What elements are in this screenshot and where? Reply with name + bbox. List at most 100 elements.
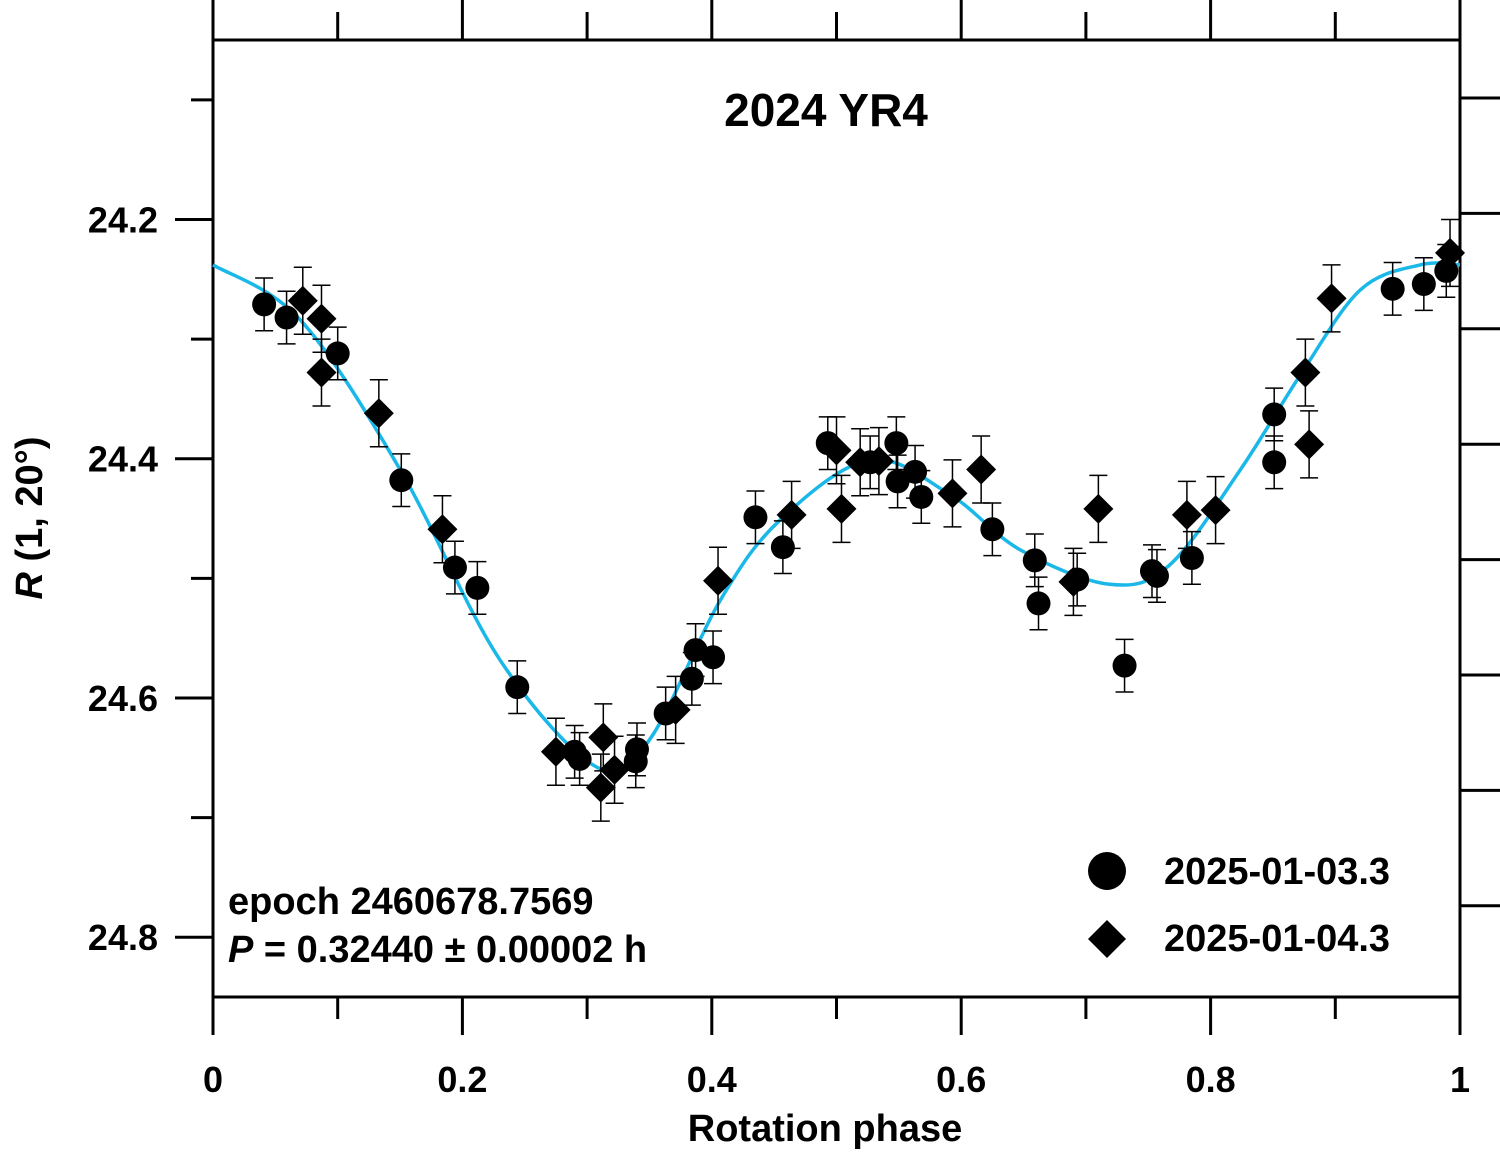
circle-marker xyxy=(1026,591,1051,616)
diamond-marker xyxy=(585,772,616,803)
circle-marker xyxy=(679,666,704,691)
data-point-circle xyxy=(252,277,277,332)
circle-marker xyxy=(903,459,928,484)
legend-label-series-1: 2025-01-03.3 xyxy=(1164,851,1390,893)
data-point-circle xyxy=(1179,530,1204,586)
circle-marker xyxy=(885,469,910,494)
data-point-diamond xyxy=(966,435,997,504)
circle-marker xyxy=(1262,402,1287,427)
diamond-marker xyxy=(588,722,619,753)
circle-marker xyxy=(884,431,909,456)
diamond-marker xyxy=(306,357,337,388)
circle-marker xyxy=(909,484,934,509)
data-points xyxy=(252,218,1466,822)
data-point-diamond xyxy=(287,266,318,336)
y-tick-label: 24.4 xyxy=(88,439,158,480)
x-tick-label: 0.2 xyxy=(437,1059,487,1100)
circle-marker xyxy=(465,575,490,600)
data-point-diamond xyxy=(821,416,852,485)
data-point-diamond xyxy=(540,717,571,787)
diamond-marker xyxy=(937,478,968,509)
data-point-diamond xyxy=(1294,410,1325,479)
diamond-marker xyxy=(306,303,337,334)
diamond-marker xyxy=(1316,283,1347,314)
circle-marker xyxy=(980,517,1005,542)
data-point-diamond xyxy=(588,703,619,772)
circle-marker xyxy=(325,341,350,366)
circle-marker xyxy=(770,535,795,560)
x-axis-label: Rotation phase xyxy=(688,1108,962,1150)
y-axis-label-rest: (1, 20°) xyxy=(9,436,51,572)
diamond-marker xyxy=(1435,237,1466,268)
x-tick-label: 0 xyxy=(203,1059,223,1100)
circle-marker xyxy=(1262,450,1287,475)
period-value: = 0.32440 ± 0.00002 h xyxy=(253,929,647,971)
diamond-marker xyxy=(703,565,734,596)
data-point-diamond xyxy=(845,428,876,497)
data-point-circle xyxy=(567,731,592,787)
circle-marker xyxy=(442,555,467,580)
circle-marker xyxy=(701,645,726,670)
y-tick-label: 24.6 xyxy=(88,678,158,719)
data-point-diamond xyxy=(585,753,616,822)
diamond-marker xyxy=(1058,566,1089,597)
data-point-circle xyxy=(1022,533,1047,588)
data-point-circle xyxy=(1380,261,1405,316)
diamond-marker xyxy=(599,754,630,785)
diamond-marker xyxy=(1200,495,1231,526)
data-point-circle xyxy=(442,540,467,595)
epoch-annotation: epoch 2460678.7569 xyxy=(228,881,594,923)
period-annotation: P = 0.32440 ± 0.00002 h xyxy=(228,929,647,971)
diamond-marker xyxy=(287,285,318,316)
data-point-diamond xyxy=(1171,480,1202,550)
legend-diamond-marker xyxy=(1088,920,1126,958)
data-point-circle xyxy=(909,469,934,525)
data-point-diamond xyxy=(660,675,691,745)
circle-marker xyxy=(505,675,530,700)
circle-marker xyxy=(1022,548,1047,573)
diamond-marker xyxy=(540,736,571,767)
diamond-marker xyxy=(826,493,857,524)
circle-marker xyxy=(1112,653,1137,678)
period-symbol: P xyxy=(228,929,254,971)
legend-circle-marker xyxy=(1088,852,1126,890)
circle-marker xyxy=(743,505,768,530)
circle-marker xyxy=(567,746,592,771)
diamond-marker xyxy=(363,398,394,429)
data-point-circle xyxy=(885,454,910,509)
diamond-marker xyxy=(776,499,807,530)
data-point-circle xyxy=(274,290,299,345)
y-axis-label: R (1, 20°) xyxy=(9,436,51,599)
diamond-marker xyxy=(1083,493,1114,524)
diamond-marker xyxy=(821,435,852,466)
x-tick-label: 0.8 xyxy=(1186,1059,1236,1100)
diamond-marker xyxy=(966,454,997,485)
circle-marker xyxy=(252,292,277,317)
data-point-diamond xyxy=(363,378,394,448)
data-point-diamond xyxy=(703,546,734,615)
axis-ticks xyxy=(175,0,1500,1035)
chart-title: 2024 YR4 xyxy=(724,84,928,136)
data-point-circle xyxy=(465,560,490,615)
data-point-diamond xyxy=(599,735,630,804)
data-point-circle xyxy=(701,630,726,685)
data-point-circle xyxy=(1262,435,1287,490)
circle-marker xyxy=(623,749,648,774)
data-point-circle xyxy=(743,490,768,545)
data-point-diamond xyxy=(306,338,337,407)
data-point-circle xyxy=(505,660,530,715)
circle-marker xyxy=(1144,563,1169,588)
data-point-diamond xyxy=(776,480,807,550)
data-point-circle xyxy=(623,734,648,789)
data-point-circle xyxy=(884,416,909,471)
x-tick-label: 0.6 xyxy=(936,1059,986,1100)
data-point-diamond xyxy=(937,459,968,528)
diamond-marker xyxy=(1294,429,1325,460)
circle-marker xyxy=(1380,276,1405,301)
diamond-marker xyxy=(660,694,691,725)
data-point-circle xyxy=(1112,638,1137,693)
y-axis-label-symbol: R xyxy=(9,572,51,600)
data-point-circle xyxy=(1144,548,1169,603)
data-point-diamond xyxy=(863,426,894,496)
data-point-diamond xyxy=(826,474,857,544)
